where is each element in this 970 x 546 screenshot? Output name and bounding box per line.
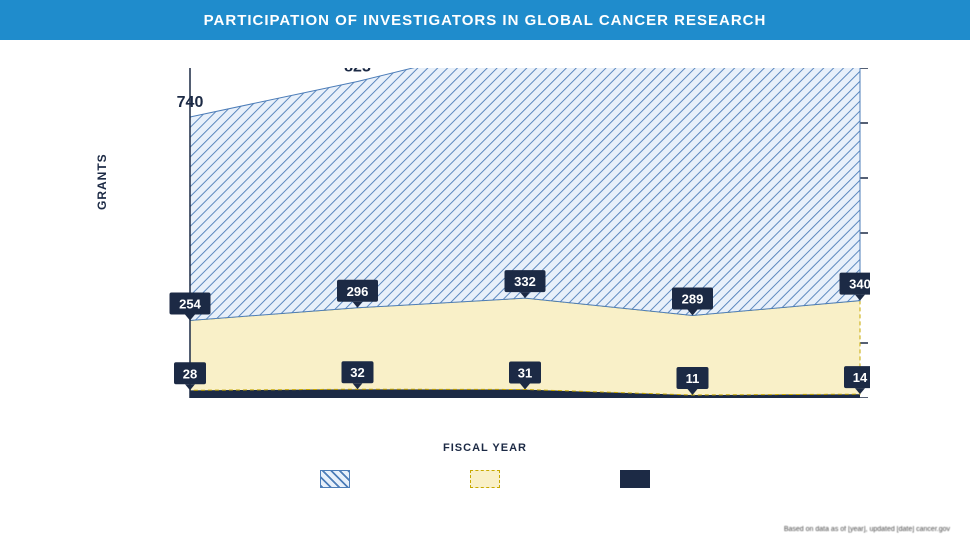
legend	[0, 470, 970, 488]
y-axis-label: GRANTS	[95, 153, 109, 210]
svg-text:14: 14	[853, 370, 868, 385]
chart-svg: 28323111142542963322893407408239379971,0…	[140, 68, 870, 398]
svg-text:340: 340	[849, 277, 870, 292]
header-bar: PARTICIPATION OF INVESTIGATORS IN GLOBAL…	[0, 0, 970, 40]
svg-text:32: 32	[350, 365, 364, 380]
chart-area: 28323111142542963322893407408239379971,0…	[140, 68, 870, 398]
svg-text:31: 31	[518, 365, 532, 380]
legend-item-hatched	[320, 470, 350, 488]
footnote: Based on data as of [year], updated [dat…	[784, 525, 950, 534]
legend-item-dark	[620, 470, 650, 488]
swatch-dark-icon	[620, 470, 650, 488]
svg-text:289: 289	[682, 292, 704, 307]
x-axis-label: FISCAL YEAR	[0, 442, 970, 454]
svg-text:296: 296	[347, 284, 369, 299]
data-label: 740	[177, 94, 204, 111]
legend-item-yellow	[470, 470, 500, 488]
data-label: 823	[344, 68, 371, 75]
svg-text:254: 254	[179, 296, 201, 311]
svg-text:11: 11	[686, 371, 700, 386]
chart-container: PARTICIPATION OF INVESTIGATORS IN GLOBAL…	[0, 0, 970, 546]
chart-title: PARTICIPATION OF INVESTIGATORS IN GLOBAL…	[204, 12, 767, 29]
svg-text:28: 28	[183, 366, 197, 381]
swatch-hatched-icon	[320, 470, 350, 488]
svg-text:332: 332	[514, 274, 536, 289]
swatch-yellow-icon	[470, 470, 500, 488]
